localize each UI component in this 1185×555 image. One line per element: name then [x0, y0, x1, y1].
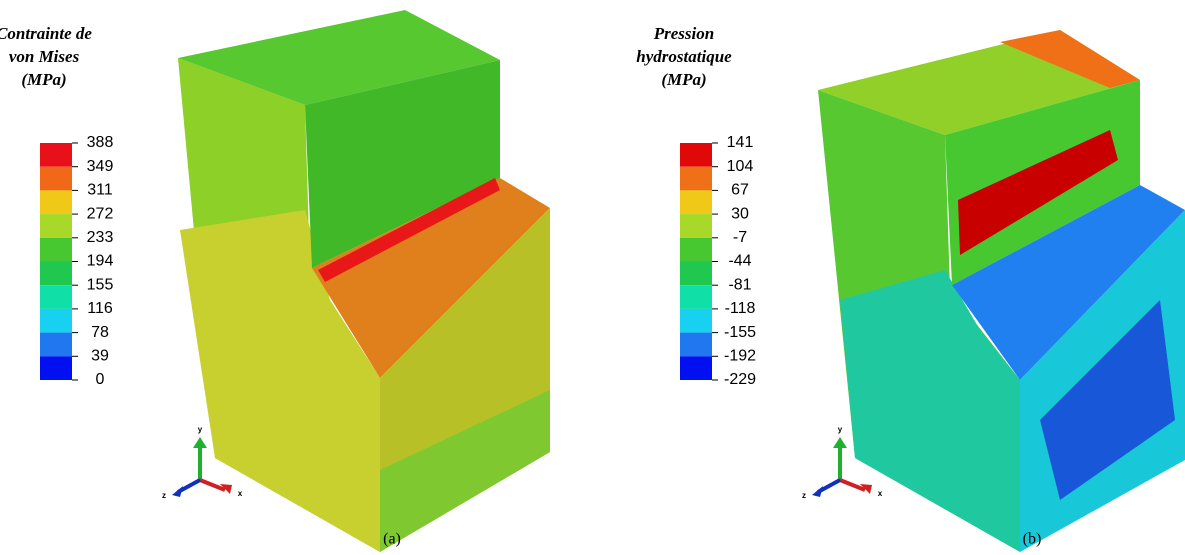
left-face-lower — [840, 270, 1020, 552]
legend-swatch — [40, 308, 72, 333]
caption: (b) — [1023, 531, 1042, 548]
left-face-lower — [180, 210, 380, 552]
top-corner — [1000, 30, 1140, 88]
ledge-stripe — [318, 178, 500, 282]
legend-title: Pression — [653, 24, 714, 43]
caption: (a) — [383, 531, 401, 548]
axis-label: y — [838, 425, 843, 434]
legend-label: 311 — [87, 182, 113, 199]
legend-title: (MPa) — [21, 70, 66, 89]
legend-label: 116 — [87, 300, 113, 317]
legend-label: -7 — [733, 229, 747, 246]
legend-label: 141 — [727, 134, 754, 151]
legend-swatch — [680, 237, 712, 262]
legend-swatch — [680, 143, 712, 167]
legend-swatch — [40, 237, 72, 262]
panel: Contrainte de von Mises (MPa) 388 349 311 272 2… — [0, 10, 550, 552]
legend-swatch — [40, 190, 72, 215]
legend-swatch — [680, 261, 712, 286]
axis-x-arrow — [839, 478, 866, 492]
legend-label: 30 — [731, 205, 749, 222]
legend-swatch — [680, 332, 712, 357]
legend-label: 67 — [731, 182, 749, 199]
legend-swatch — [680, 285, 712, 309]
legend-swatch — [680, 214, 712, 238]
legend-label: 39 — [91, 348, 109, 365]
axis-label: z — [162, 491, 166, 500]
legend-title: hydrostatique — [636, 47, 732, 66]
legend-label: 0 — [96, 371, 105, 388]
legend-label: -44 — [728, 253, 751, 270]
axis-label: x — [878, 489, 883, 498]
legend-label: 155 — [87, 276, 114, 293]
legend-label: 78 — [91, 324, 109, 341]
axis-y-head — [833, 437, 847, 448]
legend-label: -155 — [724, 324, 756, 341]
legend-label: 194 — [87, 253, 114, 270]
legend-swatch — [40, 166, 72, 191]
upper-top-face — [178, 10, 500, 105]
axis-label: x — [238, 489, 243, 498]
axis-x-head — [220, 484, 232, 494]
legend-label: 349 — [87, 158, 114, 175]
axis-x-head — [860, 484, 872, 494]
legend-swatch — [680, 356, 712, 380]
legend-swatch — [40, 214, 72, 238]
legend-swatch — [40, 261, 72, 286]
legend-swatch — [680, 308, 712, 333]
axis-z-head — [172, 486, 183, 497]
axis-label: y — [198, 425, 203, 434]
axis-label: z — [802, 491, 806, 500]
legend-swatch — [40, 356, 72, 380]
legend-label: 104 — [727, 158, 754, 175]
legend-swatch — [40, 143, 72, 167]
panel: Pression hydrostatique (MPa) 141 104 67 30 -7 -4… — [636, 24, 1185, 552]
legend-title: von Mises — [9, 47, 80, 66]
legend-label: 233 — [87, 229, 114, 246]
legend-title: Contrainte de — [0, 24, 92, 43]
legend-swatch — [680, 166, 712, 191]
legend-label: -229 — [724, 371, 756, 388]
legend-label: 272 — [87, 205, 114, 222]
lower-front-core — [1040, 300, 1175, 500]
axis-x-arrow — [199, 478, 226, 492]
lower-front-band — [380, 390, 550, 552]
upper-front-core — [958, 130, 1118, 255]
legend-swatch — [40, 285, 72, 309]
legend-label: -192 — [724, 348, 756, 365]
ledge-top-face — [952, 185, 1185, 380]
ledge-top-face — [312, 178, 550, 378]
axis-z-head — [812, 486, 823, 497]
legend-swatch — [40, 332, 72, 357]
legend-label: -81 — [728, 276, 751, 293]
upper-front-face — [305, 60, 500, 268]
legend-label: -118 — [725, 300, 756, 317]
legend-label: 388 — [87, 134, 114, 151]
legend-title: (MPa) — [661, 70, 706, 89]
legend-swatch — [680, 190, 712, 215]
axis-y-head — [193, 437, 207, 448]
